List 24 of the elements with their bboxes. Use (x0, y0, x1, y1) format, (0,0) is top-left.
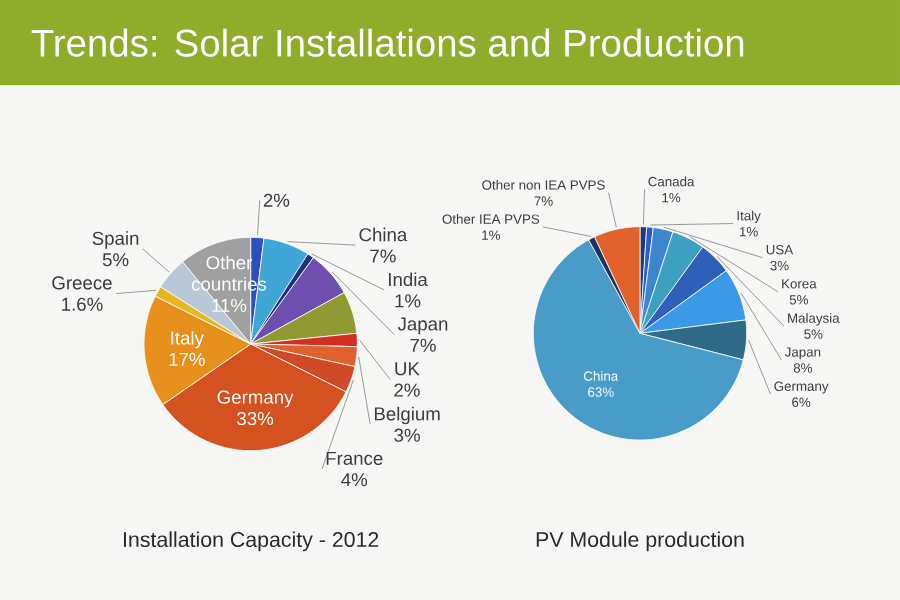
data-label: 17% (169, 352, 205, 366)
slice-label: Greece (52, 276, 112, 290)
data-label: 7% (370, 249, 396, 263)
text: PV Module production (536, 531, 744, 552)
slice-label: Italy (171, 330, 204, 349)
slice-label: France (326, 451, 383, 465)
data-label: 4% (341, 473, 368, 487)
slice-label: Japan (397, 317, 448, 335)
slice-label: Germany (217, 390, 294, 408)
data-label: 7% (410, 338, 436, 352)
data-label: 3% (394, 428, 420, 442)
slice-label: UK (395, 362, 420, 376)
data-label: 1.6% (62, 297, 103, 311)
text: Installation Capacity - 2012 (123, 531, 379, 552)
data-label: 2% (263, 193, 290, 207)
slice-label: Spain (92, 231, 139, 249)
slice-label: Belgium (374, 406, 440, 425)
data-label: 1% (395, 294, 421, 308)
data-label: 33% (237, 411, 274, 426)
data-label: 5% (102, 253, 129, 267)
data-label: 2% (394, 383, 420, 397)
slice-label: China (359, 227, 408, 242)
slice-label: India (389, 272, 428, 287)
text: Trends: Solar Installations and Production (31, 28, 744, 57)
